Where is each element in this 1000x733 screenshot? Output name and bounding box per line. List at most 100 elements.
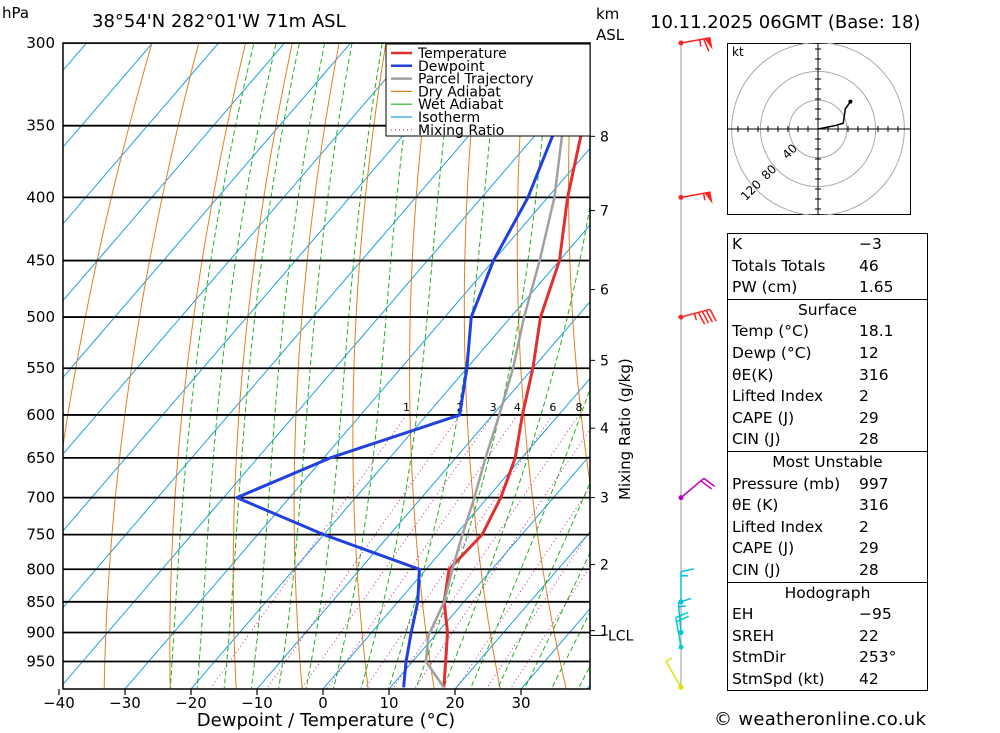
dry-adiabat-line [232, 43, 293, 689]
isotherm-line [63, 43, 418, 455]
mixing-ratio-axis-title: Mixing Ratio (g/kg) [616, 358, 634, 500]
wind-barb-half-flag [693, 313, 698, 321]
wind-barb-flag [697, 312, 706, 325]
wind-barb-shaft [675, 617, 682, 648]
location-title: 38°54'N 282°01'W 71m ASL [92, 11, 346, 32]
mixing-ratio-line [364, 414, 554, 689]
height-tick-label: 7 [600, 204, 609, 220]
pressure-tick-label: 400 [26, 188, 55, 206]
wind-barb-flag [701, 311, 710, 324]
mixing-ratio-label: 20 [660, 401, 674, 414]
x-tick-label: 0 [318, 694, 328, 712]
height-tick-label: 8 [600, 129, 609, 145]
isotherm-line [63, 43, 286, 302]
mixing-ratio-label: 4 [514, 401, 521, 414]
dry-adiabat-line [169, 43, 247, 689]
pressure-tick-label: 700 [26, 489, 55, 507]
isotherm-line [520, 608, 590, 689]
pw-row: PW (cm) 1.65 [732, 278, 894, 297]
mixing-ratio-label: 3 [490, 401, 497, 414]
x-tick-label: −20 [175, 694, 207, 712]
x-axis-label: Dewpoint / Temperature (°C) [197, 710, 455, 731]
isotherm-line [63, 43, 220, 225]
pressure-tick-label: 900 [26, 623, 55, 641]
height-unit-asl: ASL [596, 26, 625, 44]
pressure-tick-label: 800 [26, 560, 55, 578]
x-tick-label: 20 [445, 694, 464, 712]
surface-dewp-row: Dewp (°C) 12 [732, 343, 879, 362]
pressure-tick-label: 500 [26, 308, 55, 326]
surface-theta-row: θE(K) 316 [732, 365, 889, 384]
mixing-ratio-line [485, 530, 590, 689]
wind-barb-flag [700, 480, 713, 490]
mixing-ratio-line [455, 486, 590, 689]
mixing-ratio-label: 6 [549, 401, 556, 414]
pressure-tick-label: 650 [26, 449, 55, 467]
wind-barb-flag [675, 611, 689, 619]
mu-cape-row: CAPE (J) 29 [732, 539, 879, 558]
mixing-ratio-label: 25 [683, 401, 697, 414]
wet-adiabat-line [196, 43, 277, 689]
legend-label: Wet Adiabat [418, 97, 504, 113]
mu-pressure-row: Pressure (mb) 997 [732, 474, 889, 493]
wind-barb-half-flag [678, 605, 686, 608]
surface-cin-row: CIN (J) 28 [732, 430, 879, 449]
legend-label: Dry Adiabat [418, 84, 501, 100]
height-tick-label: 4 [600, 421, 609, 437]
pressure-axis: 300 350 400 450 500 550 600 650 700 750 800 850 900 9… [26, 34, 55, 670]
wind-barb-half-flag [698, 39, 702, 47]
pressure-unit-label: hPa [2, 4, 29, 22]
wet-adiabat-line [332, 43, 417, 689]
isotherm-line [63, 43, 352, 379]
stmdir-row: StmDir 253° [732, 648, 897, 667]
wind-barb-flag [702, 38, 710, 52]
pressure-tick-label: 300 [26, 34, 55, 52]
legend-label: Mixing Ratio [418, 123, 504, 139]
mixing-ratio-line [414, 428, 590, 689]
totals-totals-row: Totals Totals 46 [732, 256, 879, 275]
sreh-row: SREH 22 [732, 626, 879, 645]
hodograph-unit: kt [732, 45, 744, 59]
height-tick-label: 1 [600, 624, 609, 640]
pressure-tick-label: 550 [26, 359, 55, 377]
x-tick-label: 10 [379, 694, 398, 712]
dry-adiabat-line [618, 0, 706, 715]
pressure-tick-label: 850 [26, 593, 55, 611]
wind-barb-half-flag [702, 193, 706, 201]
dry-adiabat-line [63, 43, 153, 450]
wet-adiabat-line [550, 611, 590, 689]
mixing-ratio-line [391, 414, 580, 689]
wet-adiabat-line [496, 481, 590, 689]
pressure-tick-label: 950 [26, 652, 55, 670]
surface-temp-row: Temp (°C) 18.1 [732, 322, 894, 341]
x-tick-label: −40 [43, 694, 75, 712]
datetime-title: 10.11.2025 06GMT (Base: 18) [650, 12, 920, 33]
height-tick-label: 3 [600, 491, 609, 507]
k-index-row: K −3 [732, 235, 882, 253]
wind-barb-half-flag [665, 657, 673, 663]
mixing-ratio-line [509, 565, 590, 689]
hodograph-title: Hodograph [728, 581, 927, 605]
x-tick-label: −10 [241, 694, 273, 712]
hodograph-end-dot [848, 99, 853, 104]
legend-label: Isotherm [418, 110, 480, 126]
dry-adiabat-line [937, 0, 1000, 715]
height-axis: 8 7 6 5 4 3 2 1 LCL [590, 129, 634, 644]
pressure-tick-label: 450 [26, 252, 55, 270]
credit-text: © weatheronline.co.uk [714, 709, 927, 730]
plot-frame [62, 42, 591, 690]
mu-theta-row: θE (K) 316 [732, 496, 889, 515]
eh-row: EH −95 [732, 605, 892, 624]
pressure-tick-label: 350 [26, 117, 55, 135]
pressure-tick-label: 750 [26, 526, 55, 544]
hodograph-trace [817, 101, 852, 130]
wet-adiabat-line [223, 43, 300, 689]
wind-barb-flag [705, 310, 714, 323]
mixing-ratio-line [209, 414, 407, 689]
mu-li-row: Lifted Index 2 [732, 517, 869, 536]
temperature-axis: −40 −30 −20 −10 0 10 20 30 [43, 689, 531, 712]
wind-barb-shaft [680, 477, 705, 499]
wind-barb-flag [676, 615, 690, 623]
